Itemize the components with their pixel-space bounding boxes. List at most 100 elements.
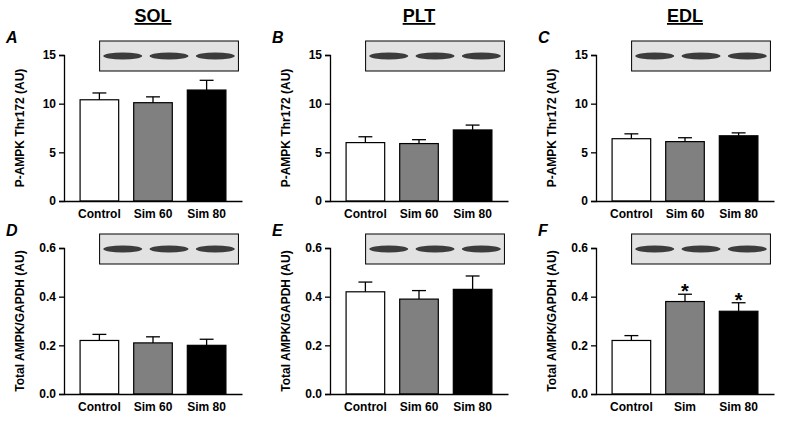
tick-label: 10 (309, 97, 323, 111)
tick-label: 15 (309, 48, 323, 62)
bar (612, 139, 651, 201)
blot-band (635, 53, 674, 60)
tick: 15 (575, 48, 596, 62)
tick: 0 (49, 194, 64, 208)
tick-label: Sim 80 (453, 207, 492, 221)
marks (346, 125, 492, 201)
error-cap (412, 290, 426, 291)
error-line (152, 337, 153, 343)
y-axis: 0.00.20.40.6 (39, 241, 64, 401)
tick-mark (325, 297, 330, 298)
error-bar (624, 336, 638, 341)
x-axis: ControlSimSim 80 (597, 394, 775, 414)
bar (666, 142, 705, 201)
axis-line (59, 249, 65, 395)
y-axis-title: P-AMPK Thr172 (AU) (545, 69, 559, 188)
error-bar (732, 133, 746, 136)
tick: Sim 80 (187, 394, 226, 414)
tick: Control (78, 201, 121, 221)
bar (453, 289, 492, 394)
blot-band (369, 53, 408, 60)
tick: 0.4 (305, 290, 330, 304)
tick-label: 5 (581, 146, 588, 160)
title: EDL (667, 6, 703, 26)
tick-mark (591, 345, 596, 346)
error-cap (200, 339, 214, 340)
tick-label: Sim 80 (719, 400, 758, 414)
error-bar (678, 138, 692, 142)
error-cap (92, 92, 106, 93)
axis-line (65, 201, 243, 202)
y-axis-title: Total AMPK/GAPDH (AU) (279, 250, 293, 391)
axis-line (591, 249, 597, 395)
panel-letter: E (272, 222, 284, 239)
bar (719, 311, 758, 394)
y-axis: 0.00.20.40.6 (305, 241, 330, 401)
tick-label: Sim 60 (400, 207, 439, 221)
error-line (99, 93, 100, 100)
error-cap (732, 132, 746, 133)
blot-frame (366, 234, 505, 264)
tick: 10 (575, 97, 596, 111)
blot-band (196, 53, 235, 60)
panel: 0.00.20.40.6ControlSim 60Sim 80Total AMP… (272, 222, 509, 414)
axis-line (591, 56, 597, 202)
y-axis-title: P-AMPK Thr172 (AU) (13, 69, 27, 188)
tick: 5 (581, 146, 596, 160)
bar (187, 90, 226, 201)
error-cap (92, 334, 106, 335)
tick-mark (591, 152, 596, 153)
title: SOL (134, 6, 171, 26)
axis-line (65, 394, 243, 395)
tick: 0.6 (39, 241, 64, 255)
axis-line (331, 201, 509, 202)
error-line (206, 80, 207, 90)
blot-image (366, 41, 505, 71)
panel: 051015ControlSim 60Sim 80P-AMPK Thr172 (… (538, 6, 775, 221)
error-line (99, 334, 100, 340)
tick-label: 0 (581, 194, 588, 208)
tick-label: Control (344, 400, 387, 414)
blot-frame (632, 41, 771, 71)
tick: Sim 80 (453, 201, 492, 221)
error-bar (200, 339, 214, 345)
axis-line (597, 394, 775, 395)
blot-image (632, 234, 771, 264)
tick: Sim 80 (719, 394, 758, 414)
blot-band (682, 246, 721, 253)
tick: 5 (49, 146, 64, 160)
error-bar (412, 291, 426, 300)
y-axis: 0.00.20.40.6 (571, 241, 596, 401)
tick: 15 (43, 48, 64, 62)
blot-band (196, 246, 235, 253)
tick-label: 0 (49, 194, 56, 208)
error-bar (624, 134, 638, 139)
tick: 0.4 (571, 290, 596, 304)
blot-band (728, 53, 767, 60)
bar (453, 130, 492, 201)
blot-band (462, 53, 501, 60)
tick: 0.4 (39, 290, 64, 304)
blot-image (632, 41, 771, 71)
blot-frame (100, 41, 239, 71)
tick: Sim 60 (134, 201, 173, 221)
error-line (472, 125, 473, 130)
tick: 0.0 (571, 387, 596, 401)
marks (80, 80, 226, 201)
y-axis: 051015 (309, 48, 331, 208)
tick-label: 0.0 (39, 387, 56, 401)
axis-line (331, 394, 509, 395)
bar (80, 340, 119, 394)
tick-label: Sim 60 (400, 400, 439, 414)
tick-mark (591, 248, 596, 249)
error-cap (624, 133, 638, 134)
error-cap (412, 139, 426, 140)
blot-frame (632, 234, 771, 264)
tick-label: 10 (575, 97, 589, 111)
blot-image (100, 41, 239, 71)
tick: 5 (315, 146, 330, 160)
panel-letter: B (272, 29, 284, 46)
tick-label: Sim 60 (666, 207, 705, 221)
tick-mark (59, 345, 64, 346)
error-cap (678, 137, 692, 138)
